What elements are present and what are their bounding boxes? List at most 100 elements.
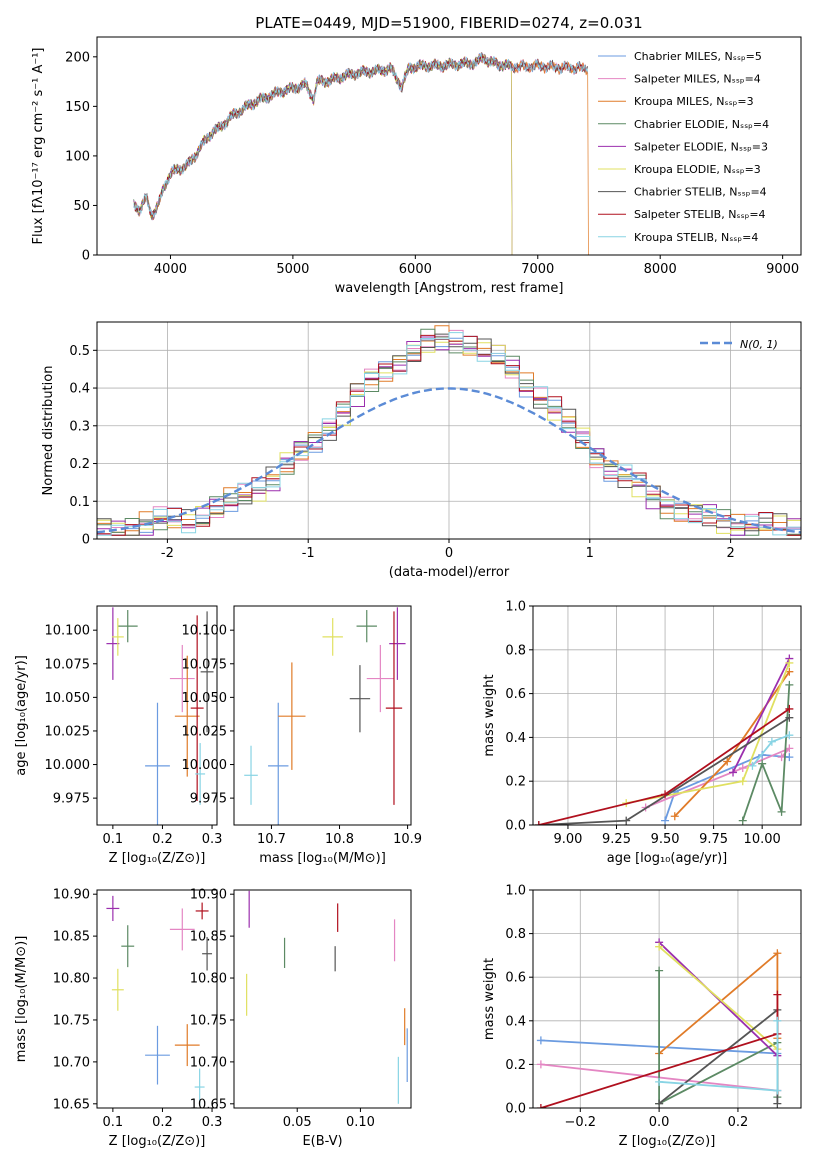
x-tick-label: 1 (586, 546, 594, 561)
spectrum-series-line (133, 51, 588, 217)
axes-frame (96, 889, 218, 1109)
normal-distribution-curve (97, 387, 801, 534)
axes-frame (532, 889, 802, 1109)
data-point-marker (773, 990, 782, 999)
legend-entry: Salpeter MILES, Nₛₛₚ=4 (634, 73, 761, 86)
y-tick-label: 10.050 (45, 691, 91, 706)
x-tick-label: 8000 (644, 262, 677, 277)
y-tick-label: 0.2 (69, 457, 90, 472)
data-point-marker (785, 744, 794, 753)
axes-frame (233, 605, 412, 826)
x-tick-label: 9000 (766, 262, 799, 277)
series-line (732, 658, 791, 773)
y-tick-label: 200 (65, 50, 90, 65)
x-tick-label: 0.10 (346, 1115, 375, 1130)
y-tick-label: 0.0 (505, 819, 526, 834)
data-point-marker (773, 1016, 782, 1025)
panel-6: 0.1 0.2 0.3 10.65 10.70 10.75 10.80 10.85 10.90 Z… (14, 888, 222, 1149)
y-tick-label: 1.0 (505, 600, 526, 615)
data-point-marker (785, 658, 794, 667)
y-tick-label: 0 (82, 533, 90, 548)
y-tick-label: 150 (65, 100, 90, 115)
panel-4: 10.7 10.8 10.9 9.975 10.000 10.025 10.050 10.07… (182, 605, 422, 866)
x-tick-label: 10.9 (393, 832, 422, 847)
axes-frame (96, 605, 218, 826)
spectrum-series-line (133, 53, 588, 221)
legend-entry: Kroupa MILES, Nₛₛₚ=3 (634, 95, 754, 108)
data-point-marker (661, 790, 670, 799)
panel-5: 9.00 9.25 9.50 9.75 10.00 0.0 0.2 0.4 0.6 0.8 1.0 a… (482, 600, 802, 866)
panel-7: 0.05 0.10 10.65 10.70 10.75 10.80 10.85 10.90 E(… (190, 888, 412, 1149)
y-tick-label: 0.4 (505, 1014, 526, 1029)
plot-area (106, 607, 214, 825)
x-axis-label: (data-model)/error (389, 565, 510, 580)
data-point-marker (738, 764, 747, 773)
y-tick-label: 10.90 (53, 888, 90, 903)
y-tick-label: 100 (65, 149, 90, 164)
x-tick-label: 9.25 (602, 832, 631, 847)
data-point-marker (748, 761, 757, 770)
y-tick-label: 0 (82, 249, 90, 264)
y-axis-label: age [log₁₀(age/yr)] (14, 655, 29, 776)
y-tick-label: 10.75 (53, 1013, 90, 1028)
data-point-marker (622, 816, 631, 825)
x-axis-label: E(B-V) (302, 1134, 342, 1149)
data-point-marker (655, 1099, 664, 1108)
series-line (658, 946, 778, 1050)
x-tick-label: 0.0 (649, 1115, 670, 1130)
x-tick-label: 10.00 (744, 832, 781, 847)
histogram-series (97, 333, 801, 536)
y-tick-label: 10.075 (45, 657, 91, 672)
panel-1: 4000 5000 6000 7000 8000 9000 0 50 100 150 200 wave… (31, 36, 802, 296)
data-point-marker (661, 816, 670, 825)
plot-area (97, 325, 801, 536)
data-point-marker (785, 731, 794, 740)
y-tick-label: 10.100 (45, 624, 91, 639)
y-tick-label: 0.1 (69, 495, 90, 510)
axes-frame (532, 605, 802, 826)
y-tick-label: 0.0 (505, 1102, 526, 1117)
x-tick-label: -2 (161, 546, 174, 561)
spectrum-series-line (133, 52, 589, 219)
y-tick-label: 10.85 (53, 930, 90, 945)
y-tick-label: 9.975 (53, 792, 90, 807)
panel-3: 0.1 0.2 0.3 9.975 10.000 10.025 10.050 10.075 10… (14, 605, 223, 866)
y-tick-label: 10.80 (53, 972, 90, 987)
x-tick-label: 10.7 (257, 832, 286, 847)
data-point-marker (536, 1060, 545, 1069)
x-tick-label: 7000 (521, 262, 554, 277)
y-tick-label: 9.975 (190, 792, 227, 807)
x-tick-label: 2 (726, 546, 734, 561)
y-tick-label: 10.100 (182, 624, 228, 639)
data-point-marker (785, 680, 794, 689)
y-tick-label: 0.6 (505, 687, 526, 702)
plot-area (536, 938, 782, 1108)
data-point-marker (723, 757, 732, 766)
y-tick-label: 0.2 (505, 1058, 526, 1073)
x-tick-label: 0.3 (202, 1115, 223, 1130)
x-tick-label: 6000 (399, 262, 432, 277)
y-tick-label: 10.75 (190, 1013, 227, 1028)
data-point-marker (785, 713, 794, 722)
x-tick-label: 0.3 (202, 832, 223, 847)
histogram-series (97, 325, 801, 536)
chart-title: PLATE=0449, MJD=51900, FIBERID=0274, z=0… (255, 14, 642, 32)
data-point-marker (773, 949, 782, 958)
data-point-marker (758, 759, 767, 768)
x-tick-label: 0 (445, 546, 453, 561)
x-axis-label: Z [log₁₀(Z/Z⊙)] (109, 1134, 206, 1149)
y-tick-label: 10.70 (190, 1055, 227, 1070)
x-tick-label: 0.2 (728, 1115, 749, 1130)
legend-entry: N(0, 1) (740, 338, 778, 351)
y-tick-label: 10.90 (190, 888, 227, 903)
legend-entry: Salpeter ELODIE, Nₛₛₚ=3 (634, 140, 768, 153)
y-tick-label: 50 (73, 199, 90, 214)
y-tick-label: 0.8 (505, 643, 526, 658)
x-axis-label: age [log₁₀(age/yr)] (607, 851, 728, 866)
y-axis-label: Normed distribution (41, 366, 56, 496)
axes-frame (96, 36, 802, 256)
x-tick-label: 9.75 (699, 832, 728, 847)
data-point-marker (773, 1099, 782, 1108)
y-axis-label: Flux [fλ10⁻¹⁷ erg cm⁻² s⁻¹ A⁻¹] (31, 48, 46, 245)
